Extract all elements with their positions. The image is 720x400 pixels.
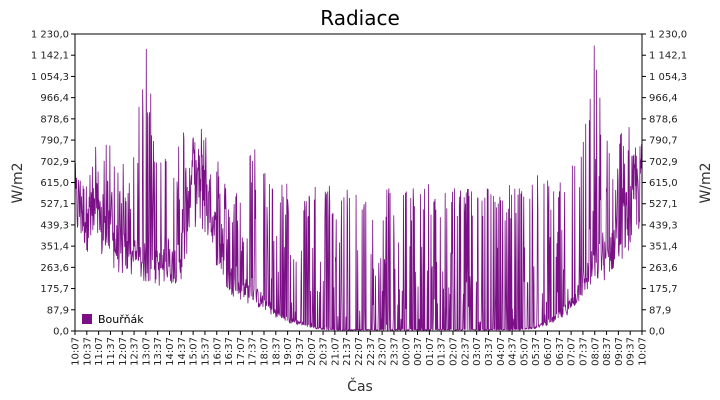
y-tick-label-right: 0,0 [649, 327, 665, 338]
y-tick-label-right: 1 142,1 [649, 51, 687, 62]
x-tick-label: 04:07 [496, 337, 507, 366]
y-tick-label-right: 615,0 [649, 178, 678, 189]
y-tick-label-right: 966,4 [649, 93, 678, 104]
x-tick-label: 04:37 [508, 337, 519, 366]
x-tick-label: 10:37 [82, 337, 93, 366]
y-axis-right: 0,0 87,9 175,7 263,6 351,4 439,3 527,1 615,0 702… [642, 30, 687, 338]
x-tick-label: 20:07 [307, 337, 318, 366]
x-tick-label: 03:07 [472, 337, 483, 366]
x-tick-label: 16:07 [212, 337, 223, 366]
x-tick-label: 17:07 [236, 337, 247, 366]
y-tick-label-left: 87,9 [47, 305, 69, 316]
y-axis-left: 0,0 87,9 175,7 263,6 351,4 439,3 527,1 615,0 702… [31, 30, 75, 338]
x-tick-label: 18:07 [260, 337, 271, 366]
y-tick-label-right: 1 230,0 [649, 30, 687, 41]
y-tick-label-left: 1 054,3 [31, 72, 69, 83]
x-tick-label: 14:07 [165, 337, 176, 366]
x-tick-label: 06:37 [555, 337, 566, 366]
x-tick-label: 15:37 [200, 337, 211, 366]
x-tick-label: 21:37 [342, 337, 353, 366]
x-tick-label: 05:37 [531, 337, 542, 366]
series-layer [74, 45, 643, 332]
x-tick-label: 08:37 [602, 337, 613, 366]
x-tick-label: 23:07 [378, 337, 389, 366]
x-tick-label: 09:07 [614, 337, 625, 366]
x-tick-label: 01:37 [437, 337, 448, 366]
y-tick-label-right: 878,6 [649, 114, 678, 125]
legend-swatch [82, 314, 92, 324]
x-tick-label: 20:37 [319, 337, 330, 366]
x-tick-label: 03:37 [484, 337, 495, 366]
y-tick-label-right: 263,6 [649, 263, 678, 274]
x-tick-label: 22:37 [366, 337, 377, 366]
x-tick-label: 18:37 [271, 337, 282, 366]
x-tick-label: 12:37 [130, 337, 141, 366]
y-tick-label-left: 527,1 [40, 199, 69, 210]
x-tick-label: 00:07 [401, 337, 412, 366]
x-tick-label: 05:07 [519, 337, 530, 366]
y-axis-title-right: W/m2 [698, 162, 714, 203]
y-tick-label-right: 175,7 [649, 284, 678, 295]
y-tick-label-left: 702,9 [40, 157, 69, 168]
y-axis-title-left: W/m2 [10, 162, 26, 203]
x-tick-label: 10:07 [638, 337, 649, 366]
x-tick-label: 06:07 [543, 337, 554, 366]
x-tick-label: 11:07 [94, 337, 105, 366]
series-line-bournak [74, 45, 643, 332]
x-tick-label: 08:07 [590, 337, 601, 366]
x-tick-label: 02:07 [449, 337, 460, 366]
y-tick-label-left: 966,4 [40, 93, 69, 104]
x-tick-label: 14:37 [177, 337, 188, 366]
y-tick-label-left: 351,4 [40, 242, 69, 253]
x-tick-label: 13:37 [153, 337, 164, 366]
x-tick-label: 13:07 [141, 337, 152, 366]
y-tick-label-left: 263,6 [40, 263, 69, 274]
y-tick-label-right: 790,7 [649, 136, 678, 147]
y-tick-label-right: 351,4 [649, 242, 678, 253]
x-tick-label: 19:07 [283, 337, 294, 366]
y-tick-label-left: 615,0 [40, 178, 69, 189]
legend-label: Bouřňák [98, 313, 144, 326]
x-tick-label: 00:37 [413, 337, 424, 366]
x-axis: 10:07 10:37 11:07 11:37 12:07 12:37 13:07 13:37… [71, 331, 649, 366]
x-axis-title: Čas [347, 377, 373, 395]
x-tick-label: 21:07 [330, 337, 341, 366]
y-tick-label-right: 702,9 [649, 157, 678, 168]
y-tick-label-left: 0,0 [53, 327, 69, 338]
x-tick-label: 23:37 [389, 337, 400, 366]
x-tick-label: 11:37 [106, 337, 117, 366]
x-tick-label: 10:07 [71, 337, 82, 366]
y-tick-label-left: 790,7 [40, 136, 69, 147]
x-tick-label: 02:37 [460, 337, 471, 366]
y-tick-label-left: 878,6 [40, 114, 69, 125]
x-tick-label: 15:07 [189, 337, 200, 366]
x-tick-label: 07:07 [567, 337, 578, 366]
legend: Bouřňák [82, 313, 144, 326]
chart-title: Radiace [320, 6, 400, 30]
y-tick-label-left: 175,7 [40, 284, 69, 295]
x-tick-label: 07:37 [578, 337, 589, 366]
y-tick-label-right: 439,3 [649, 220, 678, 231]
y-tick-label-right: 1 054,3 [649, 72, 687, 83]
y-tick-label-left: 439,3 [40, 220, 69, 231]
x-tick-label: 09:37 [626, 337, 637, 366]
y-tick-label-left: 1 142,1 [31, 51, 69, 62]
x-tick-label: 01:07 [425, 337, 436, 366]
x-tick-label: 12:07 [118, 337, 129, 366]
x-tick-label: 22:07 [354, 337, 365, 366]
x-tick-label: 17:37 [248, 337, 259, 366]
y-tick-label-right: 527,1 [649, 199, 678, 210]
y-tick-label-right: 87,9 [649, 305, 671, 316]
y-tick-label-left: 1 230,0 [31, 30, 69, 41]
x-tick-label: 16:37 [224, 337, 235, 366]
x-tick-label: 19:37 [295, 337, 306, 366]
